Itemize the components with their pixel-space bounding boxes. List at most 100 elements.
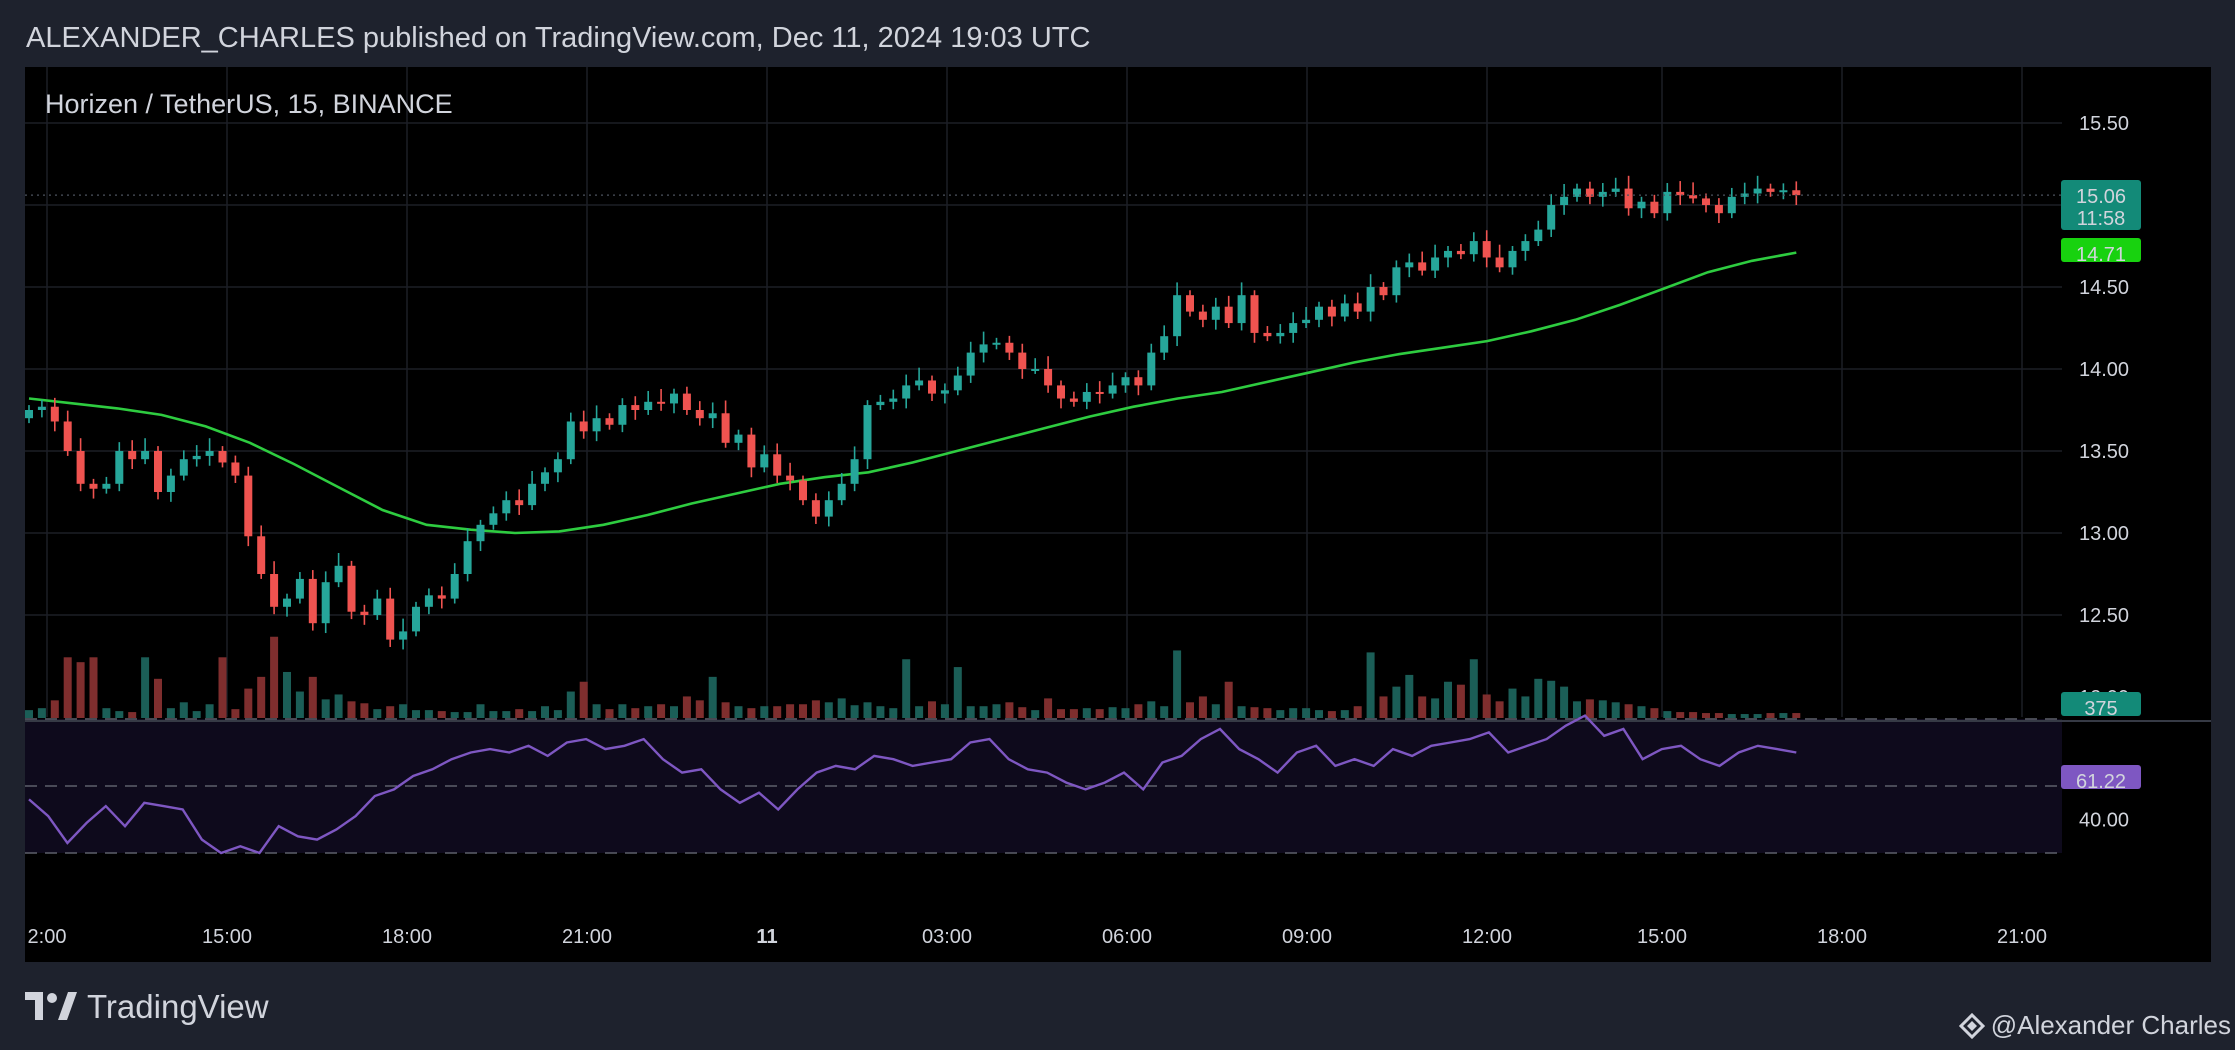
candle-body [1753, 188, 1762, 194]
volume-bar [1108, 707, 1117, 718]
volume-bar [928, 701, 936, 718]
candle-body [1044, 369, 1053, 386]
candle-body [708, 413, 717, 419]
volume-bar [1573, 701, 1581, 718]
volume-bar [1327, 711, 1336, 718]
candle-body [1186, 295, 1194, 312]
volume-bar [1186, 702, 1194, 718]
candle-body [592, 418, 601, 432]
volume-bar [553, 710, 562, 718]
price-chart[interactable]: 15.5015.0014.5014.0013.5013.0012.5012.00… [25, 67, 2211, 962]
candle-body [837, 483, 846, 501]
candle-body [966, 352, 975, 376]
volume-bar [321, 699, 330, 718]
rsi-line [28, 714, 1797, 855]
candle-body [863, 405, 872, 460]
candle-body [1392, 267, 1401, 296]
candle-body [1250, 295, 1259, 333]
candle-body [644, 401, 653, 410]
candle-body [915, 380, 924, 386]
author-credit[interactable]: @Alexander Charles [1958, 1010, 2231, 1041]
candle-body [1598, 191, 1607, 197]
candle-body [1173, 295, 1182, 337]
volume-bar [1663, 711, 1672, 718]
volume-bar [37, 708, 46, 718]
candle-body [1302, 319, 1311, 324]
volume-bar [1173, 650, 1182, 718]
volume-bar [966, 706, 975, 718]
author-name: @Alexander Charles [1990, 1010, 2231, 1040]
volume-bar [1392, 686, 1401, 718]
candle-body [1340, 303, 1349, 317]
candle-body [1289, 323, 1298, 333]
candle-body [1534, 229, 1543, 242]
candle-body [1082, 391, 1091, 402]
candle-body [876, 401, 885, 406]
candle-body [1779, 190, 1788, 193]
candle-body [1714, 205, 1723, 214]
volume-bar [489, 711, 498, 718]
candle-body [670, 393, 678, 404]
candle-body [1353, 303, 1362, 312]
candle-body [1469, 241, 1478, 255]
chart-panel[interactable]: 15.5015.0014.5014.0013.5013.0012.5012.00… [25, 67, 2211, 962]
volume-bar [902, 659, 911, 718]
tradingview-logo[interactable]: TradingView [25, 988, 269, 1026]
volume-bar [940, 704, 949, 718]
volume-bar [1366, 652, 1375, 718]
candle-body [154, 451, 162, 492]
candle-body [631, 405, 640, 410]
volume-bar [1534, 678, 1543, 718]
time-tick-label: 15:00 [1637, 926, 1687, 948]
publisher-line: ALEXANDER_CHARLES published on TradingVi… [26, 22, 1091, 54]
candle-body [1263, 332, 1272, 337]
candle-body [205, 451, 214, 456]
volume-bar [283, 671, 291, 718]
candle-body [334, 565, 343, 583]
candle-body [244, 475, 253, 537]
candle-body [979, 344, 988, 353]
candle-body [1121, 377, 1130, 386]
volume-bar [1431, 698, 1440, 718]
volume-bar [708, 676, 717, 718]
volume-bar [889, 708, 898, 718]
candle-body [773, 454, 782, 476]
candle-body [1560, 196, 1569, 205]
candle-body [360, 611, 369, 615]
candle-body [1095, 391, 1104, 394]
volume-bar [1237, 706, 1246, 718]
candle-body [1495, 257, 1504, 268]
volume-bar [1482, 694, 1491, 718]
volume-bar [63, 657, 72, 718]
volume-bar [437, 711, 446, 718]
volume-bar [1160, 706, 1169, 718]
candle-body [1650, 201, 1659, 214]
volume-bar [1624, 704, 1633, 718]
volume-bar [244, 688, 253, 718]
candle-body [1315, 306, 1323, 320]
candle-body [1676, 191, 1685, 196]
rsi-tick-label: 40.00 [2079, 810, 2129, 832]
volume-bar [760, 706, 769, 718]
volume-bar [592, 704, 601, 718]
candle-body [1418, 262, 1427, 271]
volume-bar [1340, 710, 1349, 718]
candle-body [1005, 342, 1014, 353]
volume-bar [231, 709, 240, 718]
price-tick-label: 14.50 [2079, 277, 2129, 299]
candle-body [528, 483, 537, 506]
volume-bar [824, 702, 833, 718]
axes: 15.5015.0014.5014.0013.5013.0012.5012.00… [25, 113, 2141, 948]
volume-bar [192, 711, 201, 718]
volume-bar [1689, 712, 1698, 718]
candle-body [992, 342, 1001, 345]
ma-polyline [28, 251, 1797, 535]
candle-body [1431, 257, 1440, 271]
candle-body [1521, 241, 1530, 251]
candle-body [553, 459, 562, 473]
candle-body [1702, 198, 1710, 205]
candle-body [747, 434, 756, 468]
last-price-tag-text: 11:58 [2077, 208, 2126, 230]
time-tick-label: 09:00 [1282, 926, 1332, 948]
volume-bar [863, 702, 872, 718]
